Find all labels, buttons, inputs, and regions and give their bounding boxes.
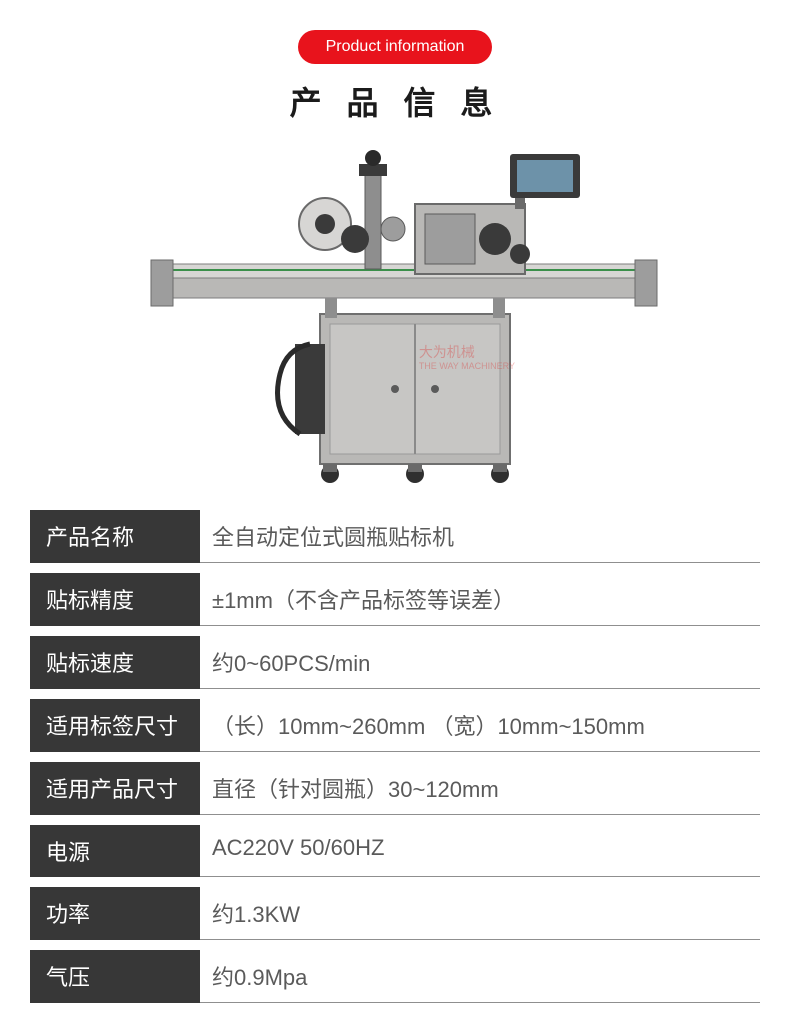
spec-label: 贴标速度 bbox=[30, 636, 200, 689]
spec-value: 直径（针对圆瓶）30~120mm bbox=[200, 762, 760, 815]
spec-value: 约0.9Mpa bbox=[200, 950, 760, 1003]
spec-row: 适用产品尺寸 直径（针对圆瓶）30~120mm bbox=[30, 762, 760, 815]
product-info-page: Product information 产 品 信 息 bbox=[0, 0, 790, 1013]
spec-row: 功率 约1.3KW bbox=[30, 887, 760, 940]
product-image: 大为机械 THE WAY MACHINERY bbox=[115, 134, 675, 494]
spec-row: 贴标速度 约0~60PCS/min bbox=[30, 636, 760, 689]
spec-label: 适用标签尺寸 bbox=[30, 699, 200, 752]
spec-value: 全自动定位式圆瓶贴标机 bbox=[200, 510, 760, 563]
spec-label: 功率 bbox=[30, 887, 200, 940]
watermark-line1: 大为机械 bbox=[419, 344, 515, 361]
spec-value: （长）10mm~260mm （宽）10mm~150mm bbox=[200, 699, 760, 752]
spec-value: 约1.3KW bbox=[200, 887, 760, 940]
watermark-line2: THE WAY MACHINERY bbox=[419, 361, 515, 372]
image-watermark: 大为机械 THE WAY MACHINERY bbox=[419, 344, 515, 372]
spec-value: ±1mm（不含产品标签等误差） bbox=[200, 573, 760, 626]
spec-label: 适用产品尺寸 bbox=[30, 762, 200, 815]
spec-table: 产品名称 全自动定位式圆瓶贴标机 贴标精度 ±1mm（不含产品标签等误差） 贴标… bbox=[30, 510, 760, 1013]
spec-row: 产品名称 全自动定位式圆瓶贴标机 bbox=[30, 510, 760, 563]
spec-row: 适用标签尺寸 （长）10mm~260mm （宽）10mm~150mm bbox=[30, 699, 760, 752]
spec-value: 约0~60PCS/min bbox=[200, 636, 760, 689]
spec-row: 气压 约0.9Mpa bbox=[30, 950, 760, 1003]
spec-label: 电源 bbox=[30, 825, 200, 877]
spec-row: 电源 AC220V 50/60HZ bbox=[30, 825, 760, 877]
spec-value: AC220V 50/60HZ bbox=[200, 825, 760, 877]
spec-label: 产品名称 bbox=[30, 510, 200, 563]
spec-label: 气压 bbox=[30, 950, 200, 1003]
spec-row: 贴标精度 ±1mm（不含产品标签等误差） bbox=[30, 573, 760, 626]
machine-illustration bbox=[115, 134, 675, 494]
header-pill: Product information bbox=[298, 30, 493, 64]
spec-label: 贴标精度 bbox=[30, 573, 200, 626]
page-title: 产 品 信 息 bbox=[290, 78, 501, 124]
